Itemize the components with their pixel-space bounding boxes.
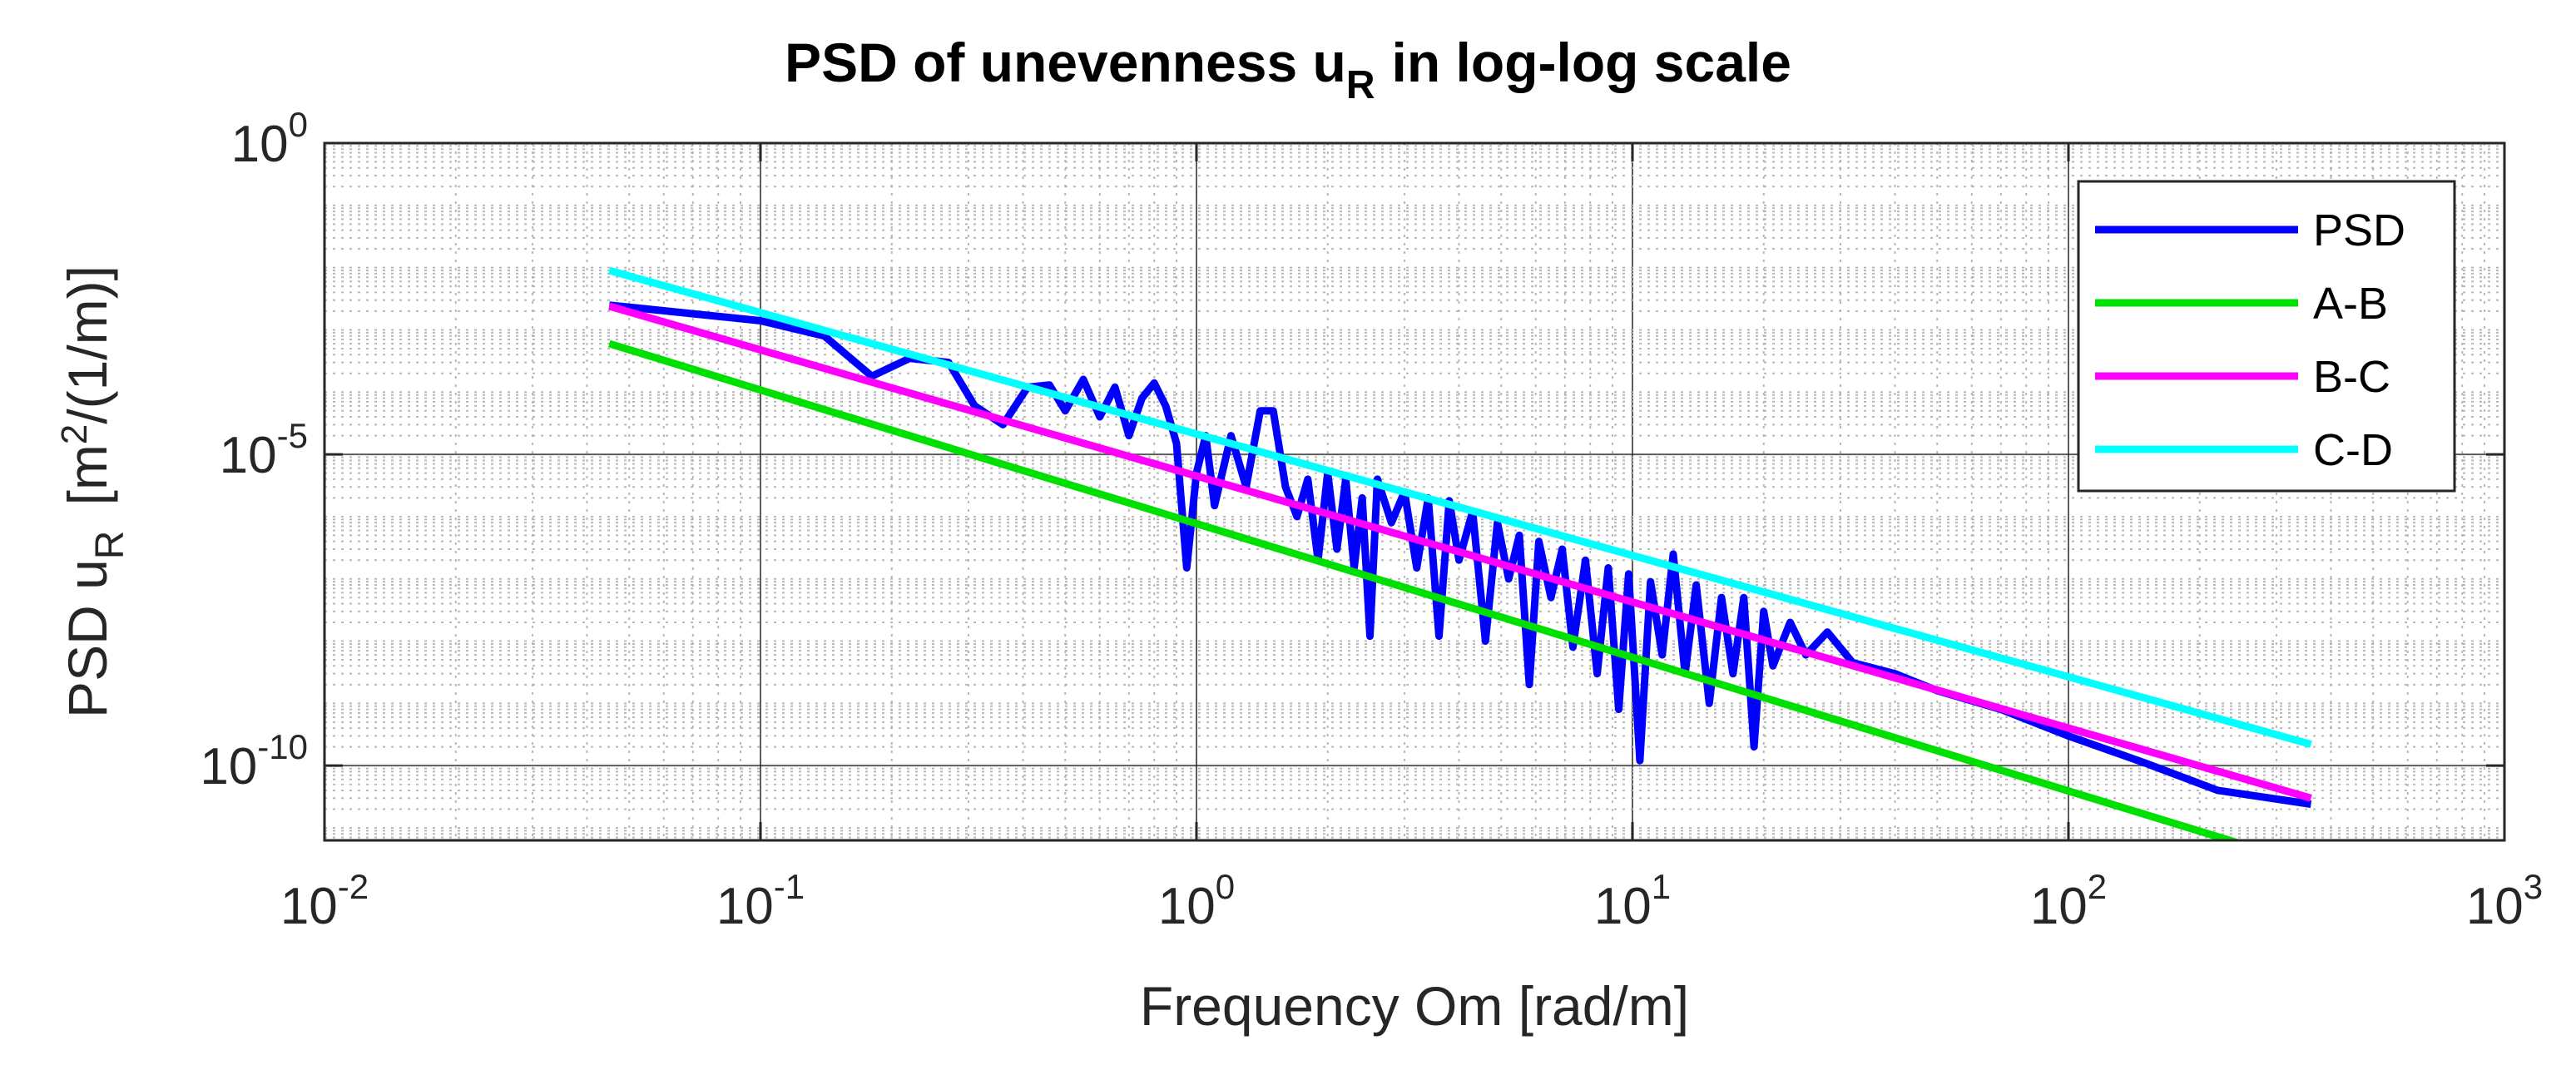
chart-title-suffix: in log-log scale bbox=[1392, 32, 1791, 93]
legend: PSD A-B B-C C-D bbox=[2077, 180, 2456, 493]
y-tick-base: 10 bbox=[200, 738, 257, 795]
axes-box bbox=[323, 141, 2506, 842]
chart-title-subscript: R bbox=[1346, 63, 1375, 107]
y-axis-label: PSD uR [m2/(1/m)] bbox=[54, 265, 132, 718]
x-tick-exponent: 0 bbox=[1216, 867, 1235, 906]
chart-title-main: PSD of unevenness u bbox=[785, 32, 1346, 93]
y-tick-base: 10 bbox=[220, 427, 277, 484]
x-tick-base: 10 bbox=[1158, 878, 1216, 935]
y-label-units-sup: 2 bbox=[54, 424, 95, 444]
x-tick-label: 101 bbox=[1594, 867, 1671, 935]
x-tick-exponent: -1 bbox=[774, 867, 805, 906]
series-layer bbox=[607, 266, 2312, 840]
legend-label-b-c: B-C bbox=[2313, 352, 2390, 402]
x-tick-label: 103 bbox=[2466, 867, 2543, 935]
y-tick-exponent: -10 bbox=[257, 727, 308, 766]
series-line-b-c bbox=[608, 302, 2312, 802]
series-line-a-b bbox=[607, 339, 2242, 840]
x-tick-base: 10 bbox=[1594, 878, 1652, 935]
series-line-psd bbox=[608, 301, 2312, 808]
legend-label-psd: PSD bbox=[2313, 206, 2405, 255]
y-tick-label: 10-10 bbox=[200, 727, 308, 795]
y-tick-label: 10-5 bbox=[220, 416, 308, 484]
x-tick-labels: 10-2 10-1 100 101 102 103 bbox=[280, 867, 2543, 935]
y-tick-exponent: -5 bbox=[277, 416, 308, 455]
series-line-c-d bbox=[608, 266, 2312, 748]
x-tick-label: 100 bbox=[1158, 867, 1235, 935]
x-axis-label: Frequency Om [rad/m] bbox=[1140, 975, 1689, 1037]
y-label-units-suffix: /(1/m)] bbox=[57, 265, 118, 424]
tick-marks bbox=[323, 141, 2506, 840]
x-tick-label: 102 bbox=[2030, 867, 2107, 935]
x-tick-base: 10 bbox=[2030, 878, 2088, 935]
x-tick-exponent: -2 bbox=[338, 867, 369, 906]
chart-title: PSD of unevenness uR in log-log scale bbox=[785, 32, 1791, 107]
x-tick-base: 10 bbox=[280, 878, 338, 935]
grid bbox=[324, 143, 2504, 840]
y-label-prefix: PSD u bbox=[57, 559, 118, 718]
x-tick-exponent: 2 bbox=[2088, 867, 2107, 906]
legend-label-a-b: A-B bbox=[2313, 279, 2388, 329]
y-tick-base: 10 bbox=[231, 116, 289, 173]
series-group bbox=[607, 266, 2312, 840]
legend-items: PSD A-B B-C C-D bbox=[2095, 206, 2405, 475]
y-tick-exponent: 0 bbox=[289, 105, 308, 144]
x-tick-exponent: 1 bbox=[1652, 867, 1671, 906]
y-label-units-prefix: [m bbox=[57, 444, 118, 505]
x-tick-base: 10 bbox=[716, 878, 774, 935]
y-label-subscript: R bbox=[88, 531, 132, 560]
x-tick-label: 10-1 bbox=[716, 867, 805, 935]
x-tick-exponent: 3 bbox=[2524, 867, 2543, 906]
x-tick-label: 10-2 bbox=[280, 867, 369, 935]
y-tick-label: 100 bbox=[231, 105, 308, 173]
x-tick-base: 10 bbox=[2466, 878, 2524, 935]
legend-label-c-d: C-D bbox=[2313, 425, 2393, 475]
